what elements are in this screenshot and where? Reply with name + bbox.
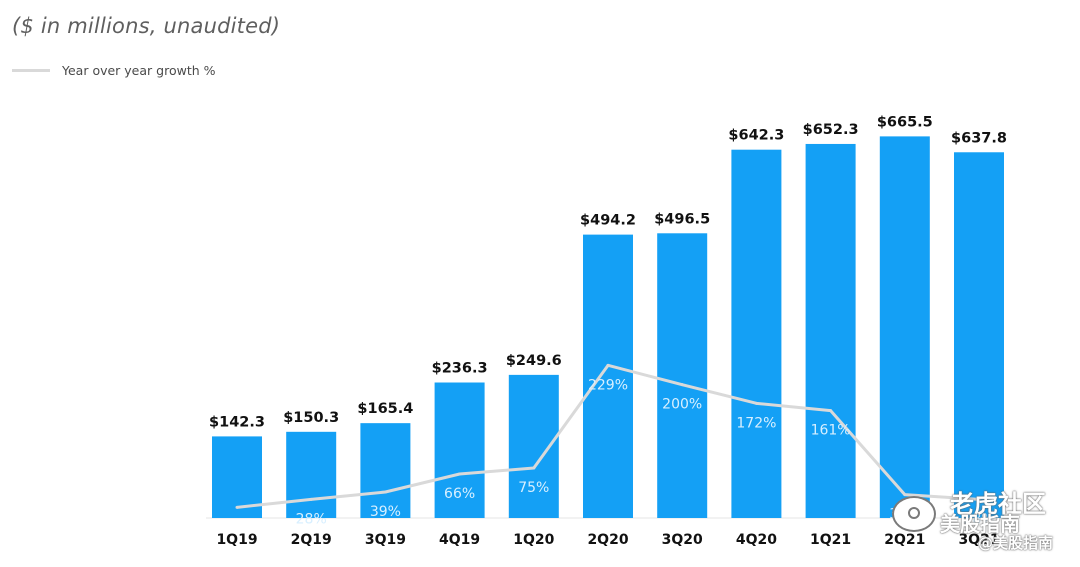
bar-value-label-1Q20: $249.6 [506, 353, 562, 369]
x-tick-label-1Q21: 1Q21 [810, 532, 851, 548]
bar-value-label-4Q20: $642.3 [728, 128, 784, 144]
bar-3Q20 [657, 233, 708, 518]
bar-4Q20 [731, 149, 782, 518]
growth-label-2Q19: 28% [296, 511, 327, 527]
growth-point-1Q20 [532, 466, 536, 470]
growth-point-1Q21 [829, 409, 833, 413]
chart-subtitle: ($ in millions, unaudited) [12, 14, 281, 38]
growth-point-4Q19 [458, 472, 462, 476]
bar-2Q19 [286, 431, 337, 518]
watermark-line-2: 美股指南 [940, 512, 1020, 536]
growth-label-3Q20: 200% [662, 397, 702, 413]
bar-value-label-2Q21: $665.5 [877, 114, 933, 130]
growth-label-3Q21: 28% [963, 511, 994, 527]
bar-value-label-2Q19: $150.3 [283, 410, 339, 426]
x-tick-label-3Q21: 3Q21 [958, 532, 999, 548]
growth-point-3Q21 [977, 497, 981, 501]
growth-label-3Q19: 39% [370, 504, 401, 520]
growth-label-4Q20: 172% [736, 415, 776, 431]
growth-point-3Q19 [383, 490, 387, 494]
bar-value-label-1Q21: $652.3 [803, 122, 859, 138]
bar-value-label-2Q20: $494.2 [580, 213, 636, 229]
x-tick-label-2Q20: 2Q20 [587, 532, 628, 548]
growth-point-1Q19 [235, 505, 239, 509]
watermark: 老虎社区 美股指南 @美股指南 [888, 482, 1078, 562]
growth-label-2Q20: 229% [588, 377, 628, 393]
x-tick-label-2Q19: 2Q19 [291, 532, 332, 548]
growth-point-2Q19 [309, 497, 313, 501]
bar-4Q19 [434, 382, 485, 518]
growth-point-3Q20 [680, 383, 684, 387]
growth-point-2Q20 [606, 363, 610, 367]
bar-value-label-3Q20: $496.5 [654, 211, 710, 227]
x-tick-label-3Q19: 3Q19 [365, 532, 406, 548]
growth-label-4Q19: 66% [444, 486, 475, 502]
growth-label-1Q20: 75% [518, 480, 549, 496]
growth-label-1Q21: 161% [811, 423, 851, 439]
legend-label: Year over year growth % [62, 62, 216, 78]
bar-value-label-4Q19: $236.3 [432, 360, 488, 376]
bar-1Q21 [805, 143, 856, 518]
watermark-line-3: @美股指南 [978, 534, 1054, 552]
wechat-icon [892, 496, 936, 532]
bar-value-label-1Q19: $142.3 [209, 414, 265, 430]
watermark-line-1: 老虎社区 [950, 490, 1046, 518]
bar-1Q20 [508, 374, 559, 518]
x-tick-label-3Q20: 3Q20 [662, 532, 703, 548]
legend-line-swatch [12, 68, 50, 72]
growth-point-2Q21 [903, 493, 907, 497]
x-tick-label-4Q19: 4Q19 [439, 532, 480, 548]
bar-3Q19 [360, 423, 411, 518]
bar-value-label-3Q21: $637.8 [951, 130, 1007, 146]
x-tick-label-2Q21: 2Q21 [884, 532, 925, 548]
bar-3Q21 [954, 152, 1004, 518]
x-tick-label-1Q20: 1Q20 [513, 532, 554, 548]
bar-2Q20 [583, 234, 633, 518]
x-tick-label-4Q20: 4Q20 [736, 532, 777, 548]
legend: Year over year growth % [12, 60, 216, 80]
bar-value-label-3Q19: $165.4 [357, 401, 413, 417]
bar-2Q21 [879, 136, 930, 518]
x-tick-label-1Q19: 1Q19 [216, 532, 257, 548]
growth-point-4Q20 [754, 401, 758, 405]
